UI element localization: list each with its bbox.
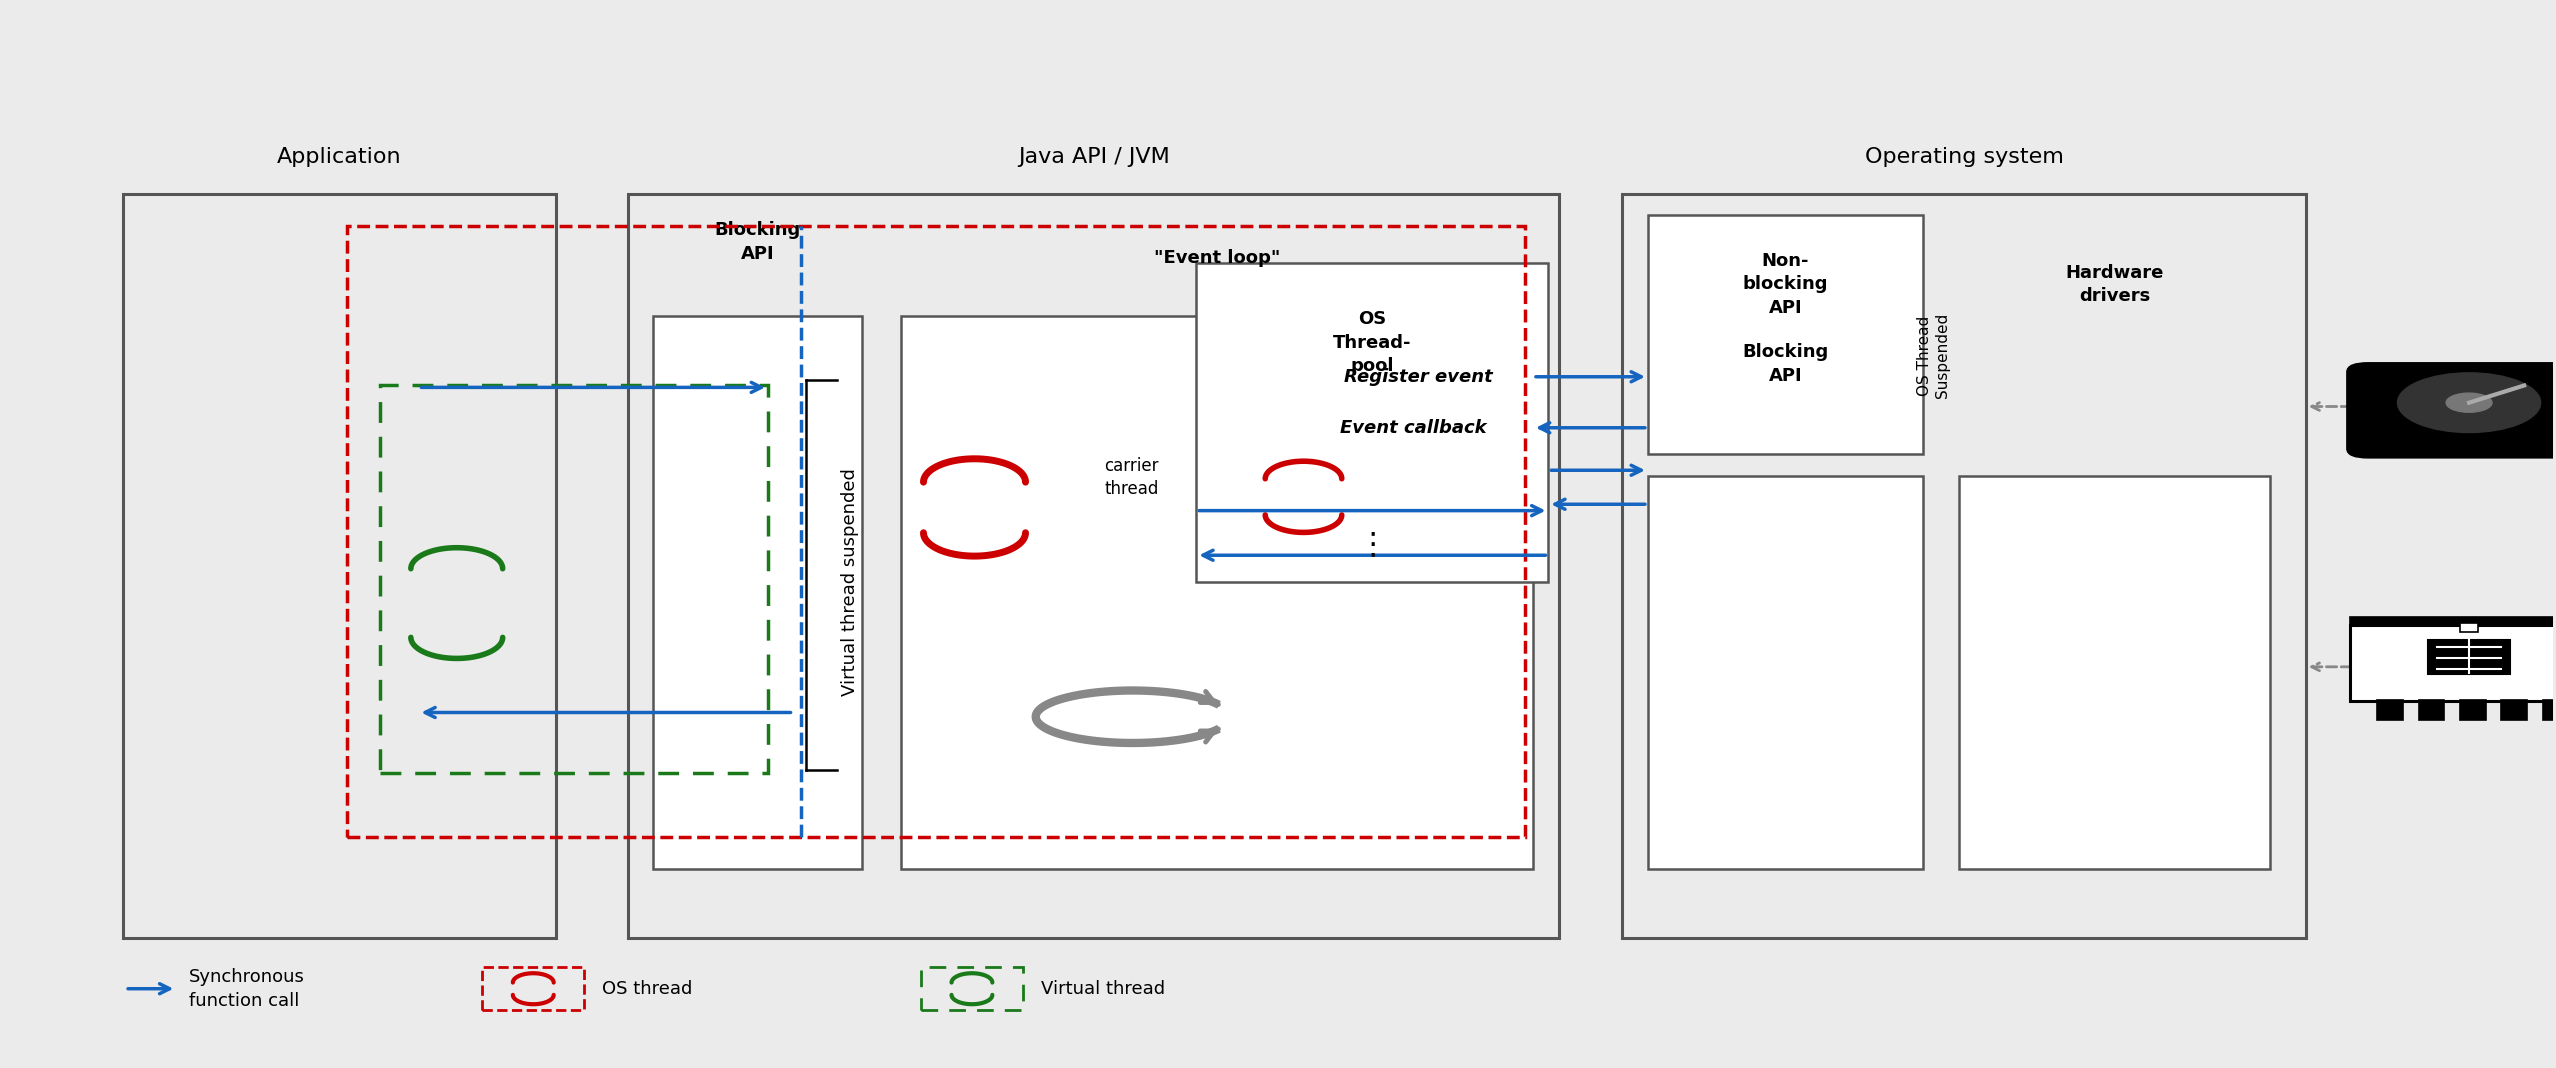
Text: "Event loop": "Event loop" xyxy=(1153,249,1281,267)
FancyBboxPatch shape xyxy=(2543,701,2556,720)
FancyBboxPatch shape xyxy=(629,194,1559,938)
FancyBboxPatch shape xyxy=(1649,216,1922,454)
Text: Java API / JVM: Java API / JVM xyxy=(1017,146,1171,167)
FancyBboxPatch shape xyxy=(1196,263,1549,582)
FancyBboxPatch shape xyxy=(2428,640,2510,675)
Circle shape xyxy=(2446,393,2492,412)
Text: carrier
thread: carrier thread xyxy=(1104,457,1158,499)
Text: OS
Thread-
pool: OS Thread- pool xyxy=(1334,310,1411,375)
FancyBboxPatch shape xyxy=(2459,701,2484,720)
Text: Event callback: Event callback xyxy=(1339,419,1488,437)
Text: Application: Application xyxy=(276,146,401,167)
FancyBboxPatch shape xyxy=(1649,475,1922,868)
Circle shape xyxy=(2398,373,2541,433)
Text: OS Thread
Suspended: OS Thread Suspended xyxy=(1917,313,1950,398)
FancyBboxPatch shape xyxy=(123,194,557,938)
Text: Virtual thread suspended: Virtual thread suspended xyxy=(841,468,859,695)
FancyBboxPatch shape xyxy=(1958,475,2270,868)
Text: Synchronous
function call: Synchronous function call xyxy=(189,968,304,1009)
Text: OS thread: OS thread xyxy=(603,979,693,998)
FancyBboxPatch shape xyxy=(2349,625,2556,702)
FancyBboxPatch shape xyxy=(2346,363,2556,457)
Text: Operating system: Operating system xyxy=(1866,146,2063,167)
FancyBboxPatch shape xyxy=(2377,701,2403,720)
Text: Blocking
API: Blocking API xyxy=(1743,343,1828,384)
FancyBboxPatch shape xyxy=(2349,617,2556,625)
Text: Blocking
API: Blocking API xyxy=(716,221,800,263)
FancyBboxPatch shape xyxy=(654,316,861,868)
FancyBboxPatch shape xyxy=(2418,701,2444,720)
FancyBboxPatch shape xyxy=(900,316,1534,868)
Text: ⋮: ⋮ xyxy=(1357,530,1388,560)
Text: Hardware
drivers: Hardware drivers xyxy=(2065,264,2165,305)
Text: Register event: Register event xyxy=(1344,367,1493,386)
FancyBboxPatch shape xyxy=(2459,623,2479,632)
Text: Virtual thread: Virtual thread xyxy=(1040,979,1166,998)
FancyBboxPatch shape xyxy=(1623,194,2306,938)
Text: Non-
blocking
API: Non- blocking API xyxy=(1743,252,1828,317)
FancyBboxPatch shape xyxy=(2502,701,2528,720)
